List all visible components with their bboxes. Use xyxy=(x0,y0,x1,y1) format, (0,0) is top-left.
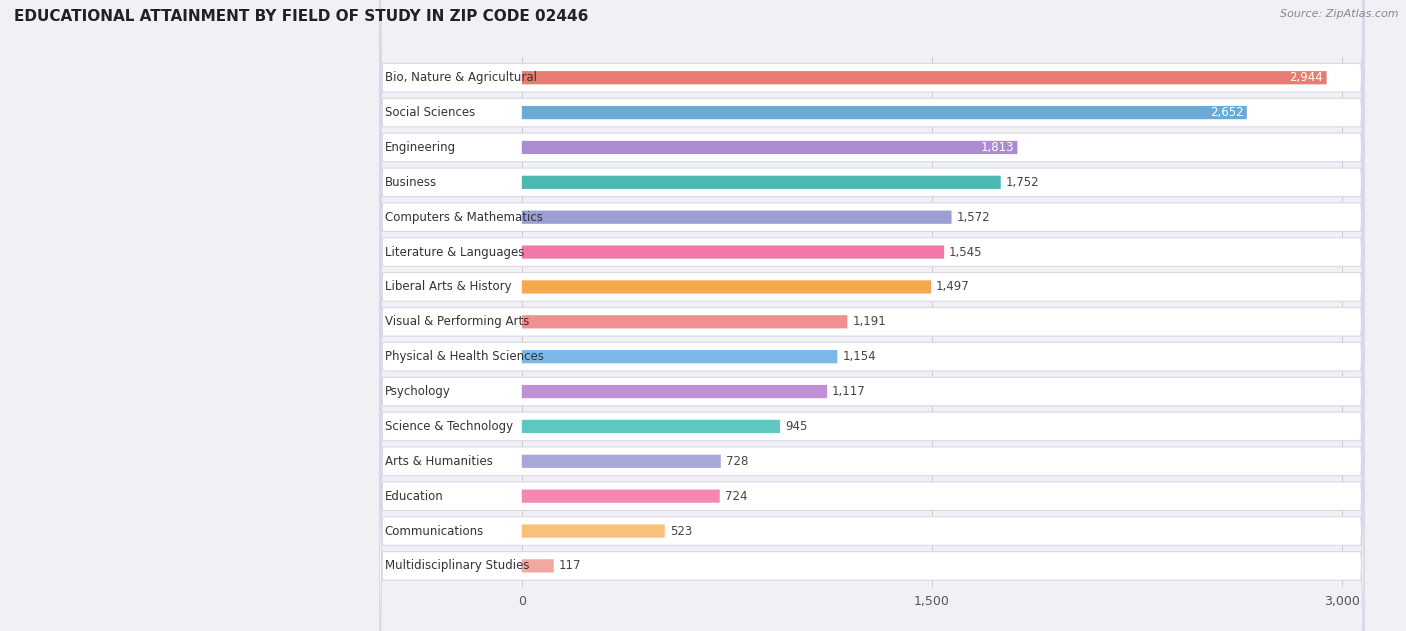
FancyBboxPatch shape xyxy=(380,0,1364,631)
Text: Physical & Health Sciences: Physical & Health Sciences xyxy=(385,350,543,363)
Text: EDUCATIONAL ATTAINMENT BY FIELD OF STUDY IN ZIP CODE 02446: EDUCATIONAL ATTAINMENT BY FIELD OF STUDY… xyxy=(14,9,589,25)
Text: 1,117: 1,117 xyxy=(832,385,866,398)
Text: 523: 523 xyxy=(669,524,692,538)
Text: Education: Education xyxy=(385,490,443,503)
FancyBboxPatch shape xyxy=(380,0,1364,551)
FancyBboxPatch shape xyxy=(380,92,1364,631)
Text: 1,497: 1,497 xyxy=(936,280,970,293)
FancyBboxPatch shape xyxy=(522,71,1327,85)
FancyBboxPatch shape xyxy=(522,141,1018,154)
FancyBboxPatch shape xyxy=(380,0,1364,517)
FancyBboxPatch shape xyxy=(380,0,1364,631)
Text: Computers & Mathematics: Computers & Mathematics xyxy=(385,211,543,224)
Text: 1,545: 1,545 xyxy=(949,245,983,259)
FancyBboxPatch shape xyxy=(522,559,554,572)
FancyBboxPatch shape xyxy=(380,127,1364,631)
Text: Business: Business xyxy=(385,176,437,189)
Text: Arts & Humanities: Arts & Humanities xyxy=(385,455,492,468)
FancyBboxPatch shape xyxy=(522,106,1247,119)
Text: 1,191: 1,191 xyxy=(852,316,886,328)
Text: 1,813: 1,813 xyxy=(980,141,1014,154)
FancyBboxPatch shape xyxy=(522,420,780,433)
FancyBboxPatch shape xyxy=(380,57,1364,631)
Text: 728: 728 xyxy=(725,455,748,468)
Text: Social Sciences: Social Sciences xyxy=(385,106,475,119)
FancyBboxPatch shape xyxy=(522,455,721,468)
FancyBboxPatch shape xyxy=(522,280,931,293)
FancyBboxPatch shape xyxy=(380,162,1364,631)
FancyBboxPatch shape xyxy=(522,175,1001,189)
Text: 1,154: 1,154 xyxy=(842,350,876,363)
Text: Liberal Arts & History: Liberal Arts & History xyxy=(385,280,512,293)
FancyBboxPatch shape xyxy=(522,385,827,398)
FancyBboxPatch shape xyxy=(522,211,952,224)
Text: 1,572: 1,572 xyxy=(956,211,990,224)
Text: Source: ZipAtlas.com: Source: ZipAtlas.com xyxy=(1281,9,1399,20)
FancyBboxPatch shape xyxy=(380,0,1364,586)
Text: Communications: Communications xyxy=(385,524,484,538)
FancyBboxPatch shape xyxy=(522,490,720,503)
FancyBboxPatch shape xyxy=(380,0,1364,631)
Text: 2,944: 2,944 xyxy=(1289,71,1323,84)
Text: Multidisciplinary Studies: Multidisciplinary Studies xyxy=(385,560,529,572)
Text: 724: 724 xyxy=(724,490,747,503)
Text: Bio, Nature & Agricultural: Bio, Nature & Agricultural xyxy=(385,71,537,84)
FancyBboxPatch shape xyxy=(380,0,1364,631)
FancyBboxPatch shape xyxy=(380,22,1364,631)
FancyBboxPatch shape xyxy=(522,245,945,259)
Text: 945: 945 xyxy=(785,420,807,433)
FancyBboxPatch shape xyxy=(522,316,848,329)
Text: Psychology: Psychology xyxy=(385,385,450,398)
FancyBboxPatch shape xyxy=(522,350,837,363)
FancyBboxPatch shape xyxy=(380,0,1364,622)
Text: 117: 117 xyxy=(558,560,581,572)
Text: 1,752: 1,752 xyxy=(1005,176,1039,189)
Text: Engineering: Engineering xyxy=(385,141,456,154)
FancyBboxPatch shape xyxy=(522,524,665,538)
Text: Science & Technology: Science & Technology xyxy=(385,420,513,433)
Text: Literature & Languages: Literature & Languages xyxy=(385,245,524,259)
FancyBboxPatch shape xyxy=(380,0,1364,482)
FancyBboxPatch shape xyxy=(380,0,1364,631)
Text: 2,652: 2,652 xyxy=(1211,106,1243,119)
Text: Visual & Performing Arts: Visual & Performing Arts xyxy=(385,316,529,328)
